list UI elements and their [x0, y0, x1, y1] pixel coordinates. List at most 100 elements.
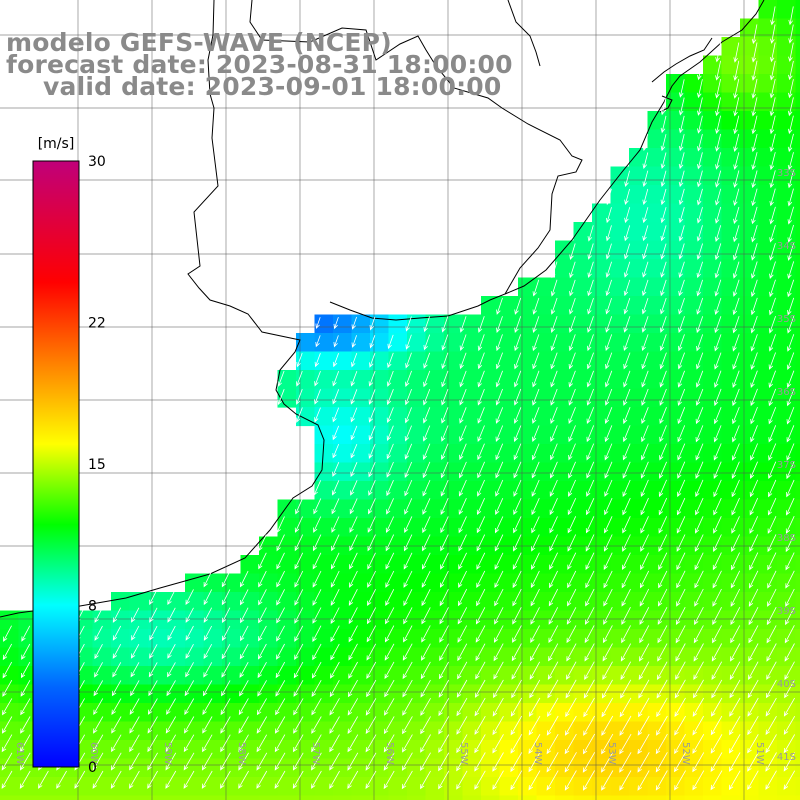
wind-speed-cell — [777, 592, 797, 612]
wind-speed-cell — [240, 592, 260, 612]
wind-speed-cell — [407, 740, 427, 760]
wind-speed-cell — [222, 666, 242, 686]
wind-arrow — [532, 279, 540, 297]
wind-arrow — [660, 97, 667, 116]
wind-arrow — [404, 443, 413, 460]
wind-speed-cell — [462, 462, 482, 482]
wind-arrow — [404, 516, 413, 534]
wind-arrow — [549, 461, 558, 479]
wind-arrow — [732, 297, 740, 316]
wind-speed-cell — [259, 629, 279, 649]
wind-speed-cell — [314, 555, 334, 575]
wind-arrow — [785, 534, 795, 553]
wind-speed-cell — [777, 777, 797, 797]
wind-speed-cell — [592, 629, 612, 649]
wind-arrow — [587, 225, 594, 242]
wind-arrow — [293, 698, 304, 716]
wind-arrow — [715, 115, 721, 134]
wind-arrow — [624, 225, 631, 242]
wind-arrow — [569, 243, 576, 260]
wind-arrow — [605, 279, 612, 297]
wind-speed-cell — [462, 684, 482, 704]
wind-speed-cell — [795, 684, 800, 704]
wind-arrow — [422, 516, 431, 534]
wind-arrow — [238, 770, 249, 789]
wind-arrow — [733, 133, 740, 152]
wind-arrow — [368, 498, 376, 515]
wind-speed-cell — [370, 462, 390, 482]
wind-speed-cell — [166, 795, 186, 800]
wind-arrow — [185, 625, 194, 641]
wind-arrow — [642, 152, 649, 169]
wind-speed-cell — [536, 795, 556, 800]
wind-arrow — [659, 388, 667, 406]
wind-speed-cell — [407, 388, 427, 408]
wind-speed-cell — [536, 758, 556, 778]
wind-speed-cell — [592, 462, 612, 482]
wind-arrow — [165, 752, 177, 771]
wind-speed-cell — [333, 758, 353, 778]
wind-arrow — [622, 443, 631, 461]
wind-speed-cell — [536, 610, 556, 630]
wind-arrow — [365, 734, 377, 753]
wind-arrow — [715, 133, 721, 152]
wind-arrow — [512, 607, 522, 625]
wind-arrow — [697, 134, 703, 152]
wind-arrow — [165, 734, 177, 753]
wind-arrow — [640, 497, 649, 516]
wind-arrow — [295, 498, 303, 515]
wind-arrow — [586, 461, 595, 479]
wind-arrow — [311, 661, 322, 679]
wind-arrow — [420, 752, 431, 771]
wind-arrow — [674, 752, 686, 773]
wind-arrow — [347, 716, 359, 735]
wind-arrow — [770, 24, 776, 44]
wind-arrow — [404, 388, 412, 406]
wind-arrow — [385, 552, 395, 570]
wind-speed-cell — [740, 481, 760, 501]
wind-arrow — [551, 261, 558, 279]
wind-arrow — [511, 661, 522, 680]
wind-speed-cell — [703, 351, 723, 371]
wind-arrow — [750, 352, 758, 370]
wind-arrow — [294, 516, 303, 533]
wind-arrow — [514, 370, 522, 388]
wind-speed-cell — [314, 518, 334, 538]
wind-arrow — [751, 261, 758, 279]
wind-speed-cell — [499, 666, 519, 686]
wind-speed-cell — [111, 795, 131, 800]
wind-speed-cell — [481, 296, 501, 316]
wind-speed-cell — [795, 610, 800, 630]
wind-speed-cell — [684, 277, 704, 297]
wind-speed-cell — [610, 555, 630, 575]
wind-speed-cell — [407, 573, 427, 593]
wind-arrow — [731, 552, 740, 571]
wind-arrow — [658, 534, 668, 552]
wind-speed-cell — [333, 721, 353, 741]
wind-speed-cell — [666, 203, 686, 223]
wind-arrow — [149, 625, 158, 641]
wind-arrow — [292, 734, 304, 753]
wind-arrow — [693, 661, 704, 681]
wind-speed-cell — [370, 592, 390, 612]
wind-speed-cell — [795, 351, 800, 371]
wind-speed-cell — [388, 573, 408, 593]
wind-arrow — [185, 644, 194, 659]
wind-arrow — [731, 516, 740, 534]
wind-speed-cell — [425, 333, 445, 353]
wind-arrow — [586, 352, 594, 370]
wind-speed-cell — [703, 481, 723, 501]
wind-arrow — [601, 679, 613, 699]
wind-arrow — [183, 734, 195, 753]
wind-speed-cell — [666, 185, 686, 205]
wind-speed-cell — [666, 74, 686, 94]
wind-arrow — [768, 315, 776, 334]
wind-arrow — [495, 388, 503, 406]
wind-arrow — [547, 679, 559, 699]
wind-speed-cell — [333, 462, 353, 482]
wind-arrow — [747, 770, 759, 790]
wind-arrow — [749, 461, 758, 480]
wind-arrow — [656, 697, 668, 718]
wind-arrow — [351, 352, 358, 368]
wind-arrow — [496, 316, 503, 333]
